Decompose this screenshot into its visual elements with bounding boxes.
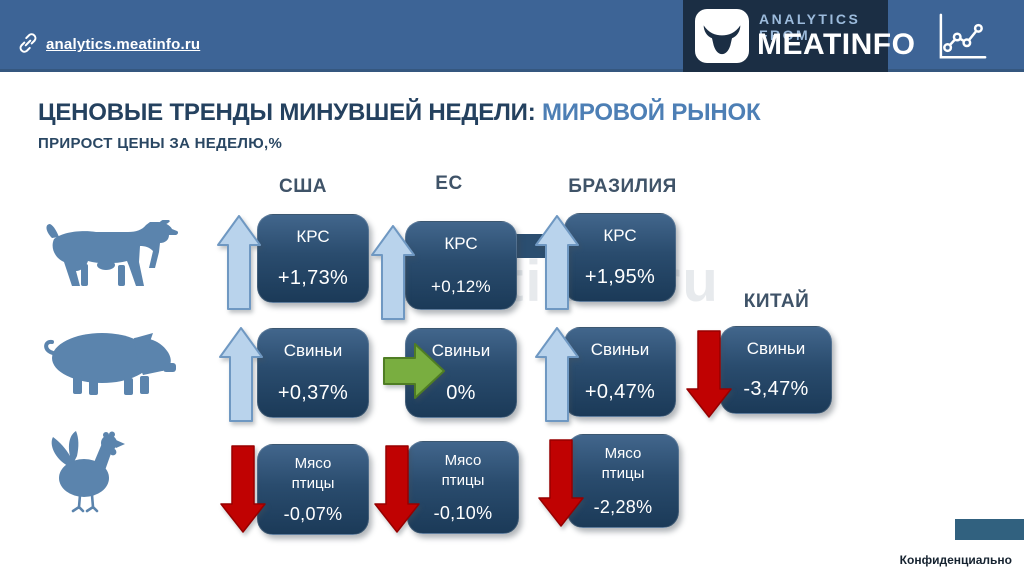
trend-up-arrow [535, 327, 579, 422]
cell-value: +0,12% [431, 277, 491, 296]
cell-value: -0,07% [283, 504, 343, 524]
site-link[interactable]: analytics.meatinfo.ru [46, 36, 201, 53]
trend-down-arrow [374, 445, 420, 533]
meatinfo-logo: ANALYTICS FROM MEATINFO [683, 0, 915, 72]
chicken-icon [51, 431, 125, 513]
page-title-prefix: ЦЕНОВЫЕ ТРЕНДЫ МИНУВШЕЙ НЕДЕЛИ: [38, 99, 542, 126]
trend-up-arrow [219, 327, 263, 422]
cell-china-pigs: Свиньи -3,47% [720, 326, 832, 414]
cell-value: -3,47% [743, 378, 809, 400]
cell-brazil-pigs: Свиньи +0,47% [564, 327, 676, 417]
cell-value: -0,10% [433, 503, 493, 523]
cell-value: +0,47% [584, 381, 656, 403]
trend-down-arrow [220, 445, 266, 533]
confidential-label: Конфиденциально [899, 553, 1012, 567]
cow-icon [46, 220, 179, 286]
column-header-brazil: БРАЗИЛИЯ [568, 176, 677, 197]
cell-label: Свиньи [590, 340, 650, 359]
cell-label: Мясо птицы [601, 445, 645, 483]
page-title: ЦЕНОВЫЕ ТРЕНДЫ МИНУВШЕЙ НЕДЕЛИ: МИРОВОЙ … [38, 99, 761, 127]
cell-usa-cattle: КРС +1,73% [257, 214, 369, 303]
trend-up-arrow [371, 225, 415, 320]
page-subtitle: ПРИРОСТ ЦЕНЫ ЗА НЕДЕЛЮ,% [38, 135, 283, 152]
cell-value: -2,28% [593, 497, 653, 517]
pig-icon [44, 333, 176, 395]
logo-brand: MEATINFO [757, 28, 916, 61]
cell-value: +1,95% [584, 266, 656, 288]
cell-label: Мясо птицы [291, 455, 335, 493]
logo-tagline: ANALYTICS FROM [759, 11, 861, 43]
page-title-highlight: МИРОВОЙ РЫНОК [542, 99, 761, 126]
trend-flat-arrow [383, 343, 445, 399]
cell-brazil-cattle: КРС +1,95% [564, 213, 676, 302]
cell-usa-poultry: Мясо птицы -0,07% [257, 444, 369, 535]
cell-label: Свиньи [283, 341, 343, 360]
footer-accent-bar [955, 519, 1024, 540]
column-header-china: КИТАЙ [743, 291, 810, 312]
link-icon [19, 33, 37, 53]
cell-value: +0,37% [277, 382, 349, 404]
cell-eu-poultry: Мясо птицы -0,10% [407, 441, 519, 534]
trend-down-arrow [538, 439, 584, 527]
cell-label: Мясо птицы [441, 452, 485, 490]
cell-value: +1,73% [277, 267, 349, 289]
cell-label: КРС [444, 234, 478, 253]
header-bar: analytics.meatinfo.ru ANALYTICS FROM MEA… [0, 0, 1024, 72]
cell-label: КРС [603, 226, 637, 245]
line-chart-icon [939, 13, 987, 59]
cell-label: КРС [296, 227, 330, 246]
cell-brazil-poultry: Мясо птицы -2,28% [567, 434, 679, 528]
bull-logo-icon [695, 9, 749, 63]
column-header-usa: США [278, 176, 328, 197]
cell-eu-cattle: КРС +0,12% [405, 221, 517, 310]
column-header-eu: ЕС [435, 173, 463, 194]
trend-up-arrow [535, 215, 579, 310]
cell-label: Свиньи [431, 341, 491, 360]
trend-down-arrow [686, 330, 732, 418]
cell-label: Свиньи [746, 339, 806, 358]
cell-eu-pigs: Свиньи 0% [405, 328, 517, 418]
trend-up-arrow [217, 215, 261, 310]
cell-usa-pigs: Свиньи +0,37% [257, 328, 369, 418]
cell-value: 0% [446, 382, 476, 404]
